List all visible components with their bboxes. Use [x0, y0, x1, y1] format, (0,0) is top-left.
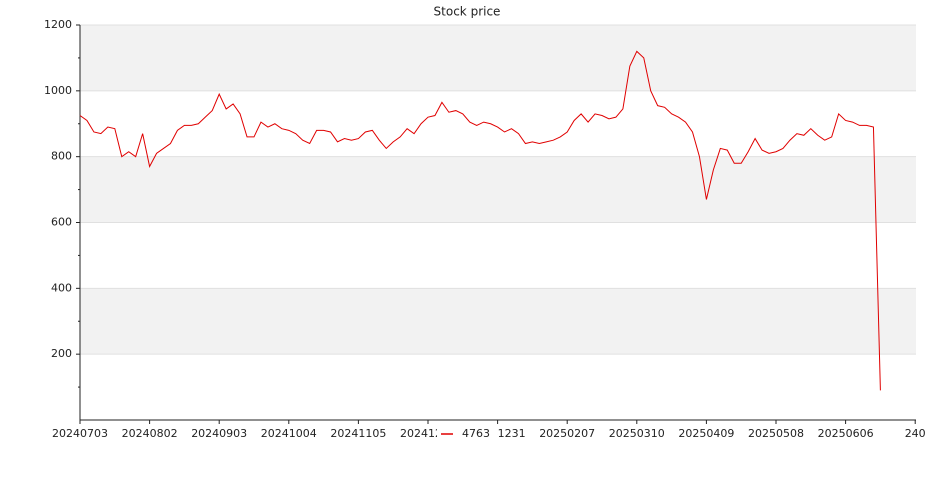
legend-box: [437, 425, 497, 443]
x-tick-label: 20241105: [330, 427, 386, 440]
y-tick-label: 1000: [44, 84, 72, 97]
y-tick-label: 600: [51, 216, 72, 229]
x-tick-label: 20250207: [539, 427, 595, 440]
x-tick-label: 20241004: [261, 427, 317, 440]
x-tick-label: 20240703: [52, 427, 108, 440]
x-tick-label: 20250606: [818, 427, 874, 440]
price-line: [79, 50, 881, 391]
grid-band: [80, 288, 916, 355]
legend: 4763: [437, 425, 497, 443]
x-tick-label: 20240802: [122, 427, 178, 440]
x-tick-label: 20250409: [678, 427, 734, 440]
y-tick-label: 200: [51, 347, 72, 360]
chart-title: Stock price: [434, 5, 501, 19]
x-tick-label: 240: [905, 427, 926, 440]
x-tick-label: 20250508: [748, 427, 804, 440]
x-tick-label: 20250310: [609, 427, 665, 440]
legend-label: 4763: [462, 427, 490, 440]
grid-band: [80, 156, 916, 223]
y-tick-label: 800: [51, 150, 72, 163]
grid-band: [80, 25, 916, 91]
x-tick-label: 20240903: [191, 427, 247, 440]
y-tick-label: 400: [51, 281, 72, 294]
y-tick-label: 1200: [44, 18, 72, 31]
